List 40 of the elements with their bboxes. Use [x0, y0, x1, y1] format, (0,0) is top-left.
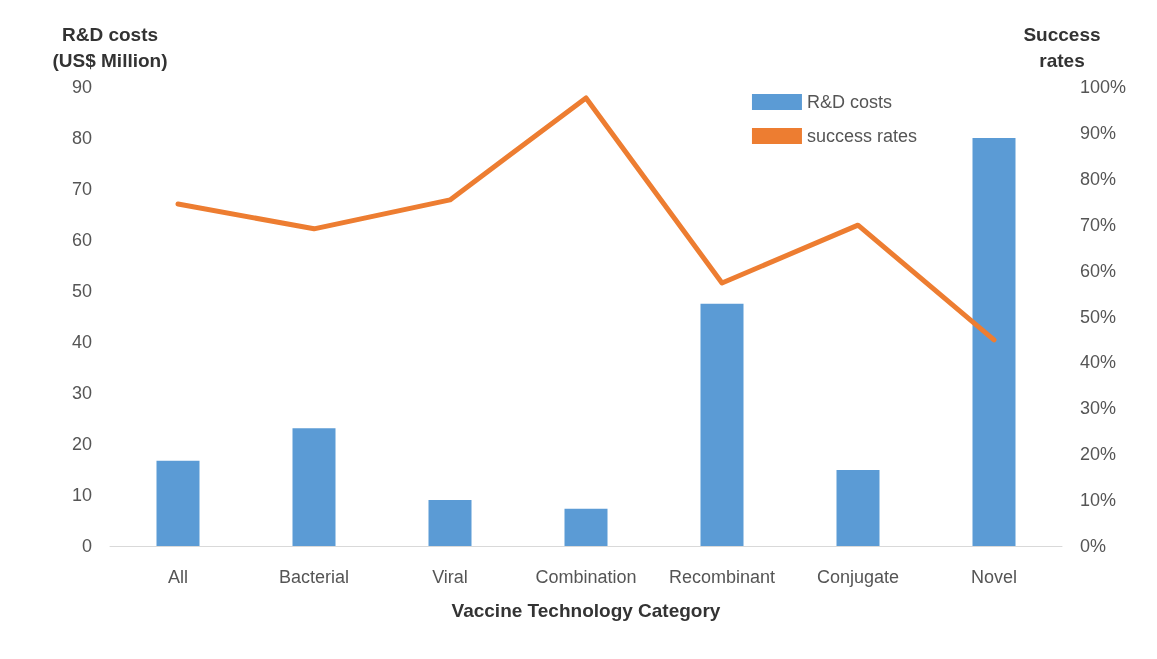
y2-tick-label: 30% [1080, 398, 1117, 419]
bar [292, 428, 336, 546]
y-tick-label: 60 [71, 230, 92, 250]
y2-tick-label: 90% [1080, 122, 1117, 143]
bar [700, 303, 744, 546]
bar [156, 460, 200, 546]
y2-tick-label: 10% [1080, 490, 1117, 511]
x-tick-label: Conjugate [816, 567, 900, 587]
bar [428, 500, 472, 546]
x-tick-label: Novel [970, 567, 1018, 587]
y2-tick-label: 20% [1080, 444, 1117, 465]
y-tick-label: 90 [71, 77, 92, 97]
y2-tick-label: 60% [1080, 260, 1117, 281]
y-tick-label: 0 [81, 536, 92, 556]
y-tick-label: 30 [71, 383, 92, 403]
y-tick-label: 10 [71, 485, 92, 505]
x-tick-label: Bacterial [278, 567, 350, 587]
x-tick-label: All [167, 567, 189, 587]
y-tick-label: 70 [71, 179, 92, 199]
y-tick-label: 80 [71, 128, 92, 148]
legend-label: R&D costs [806, 92, 892, 112]
y2-axis-title: Success rates [1023, 23, 1101, 71]
y-tick-label: 50 [71, 281, 92, 301]
y2-tick-label: 70% [1080, 214, 1117, 235]
x-tick-label: Recombinant [668, 567, 776, 587]
y2-tick-label: 0% [1080, 536, 1107, 556]
x-axis-title: Vaccine Technology Category [451, 600, 721, 621]
y-tick-label: 40 [71, 332, 92, 352]
x-tick-label: Viral [432, 567, 468, 587]
bar [564, 508, 608, 546]
y2-tick-label: 100% [1080, 77, 1127, 97]
y2-tick-label: 50% [1080, 306, 1117, 327]
bar [972, 138, 1016, 546]
y2-tick-label: 80% [1080, 168, 1117, 189]
x-tick-label: Combination [535, 567, 637, 587]
y-tick-label: 20 [71, 434, 92, 454]
legend-label: success rates [806, 126, 918, 146]
y2-tick-label: 40% [1080, 352, 1117, 373]
bar [836, 470, 880, 546]
y-axis-title: R&D costs (US$ Million) [52, 23, 168, 71]
